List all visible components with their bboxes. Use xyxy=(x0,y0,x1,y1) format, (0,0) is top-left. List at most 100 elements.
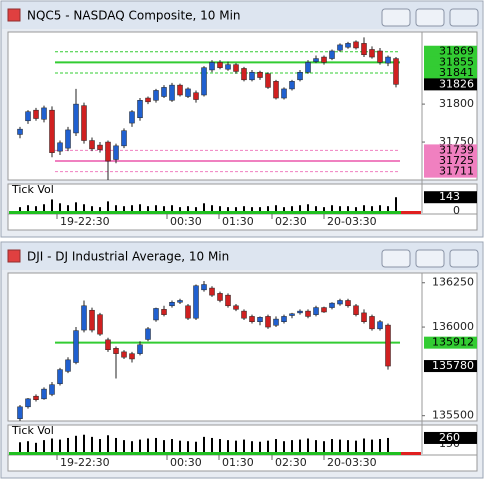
candle-body xyxy=(145,328,151,340)
candle-body xyxy=(377,321,383,330)
candle-body xyxy=(113,145,119,160)
candle-body xyxy=(249,71,255,81)
level-label-box xyxy=(424,144,477,157)
candle-body xyxy=(65,129,71,149)
candle-body xyxy=(73,103,79,134)
candle-body xyxy=(337,44,343,51)
candle-body xyxy=(201,67,207,96)
time-label: 20-03:30 xyxy=(327,456,377,469)
time-label: 20-03:30 xyxy=(327,215,377,228)
candle-body xyxy=(385,324,391,367)
candle-body xyxy=(65,359,71,372)
candle-body xyxy=(17,406,23,419)
candle-body xyxy=(177,84,183,96)
candle-body xyxy=(105,141,111,162)
candle-body xyxy=(161,309,167,315)
candle-body xyxy=(185,88,191,97)
candle-body xyxy=(97,144,103,150)
level-label: 135912 xyxy=(432,336,474,349)
candle-body xyxy=(297,71,303,81)
candle-body xyxy=(89,309,95,331)
candle-body xyxy=(289,313,295,316)
volume-panel xyxy=(7,183,478,215)
close-button[interactable] xyxy=(449,249,479,268)
minimize-button[interactable] xyxy=(381,8,411,27)
candle-body xyxy=(225,64,231,70)
volume-last-label: 143 xyxy=(439,190,460,203)
candle-body xyxy=(145,97,151,103)
candle-body xyxy=(193,285,199,319)
candle-body xyxy=(169,301,175,307)
session-bar-end xyxy=(401,452,421,455)
candle-body xyxy=(265,73,271,88)
level-label: 135780 xyxy=(432,359,474,372)
level-label-box xyxy=(424,155,477,168)
level-label: 31869 xyxy=(439,45,474,58)
candle-body xyxy=(217,62,223,68)
volume-last-box xyxy=(424,431,477,444)
level-label-box xyxy=(424,56,477,69)
time-label: 19-22:30 xyxy=(60,215,110,228)
volume-label: Tick Vol xyxy=(11,183,54,196)
candle-body xyxy=(337,300,343,305)
candle-body xyxy=(153,90,159,101)
candle-body xyxy=(353,41,359,49)
candle-body xyxy=(249,316,255,322)
candle-body xyxy=(265,316,271,328)
candle-body xyxy=(257,71,263,78)
candle-body xyxy=(369,316,375,330)
candle-body xyxy=(129,111,135,124)
candle-body xyxy=(113,348,119,354)
candle-body xyxy=(81,305,87,331)
candle-body xyxy=(185,305,191,319)
candle-body xyxy=(209,287,215,296)
candle-body xyxy=(233,305,239,310)
candle-body xyxy=(313,307,319,315)
level-label: 31841 xyxy=(439,66,474,79)
volume-last-box xyxy=(424,191,477,204)
candle-body xyxy=(321,307,327,313)
candle-body xyxy=(97,314,103,335)
candle-body xyxy=(297,310,303,314)
candle-body xyxy=(329,50,335,59)
app-icon xyxy=(7,249,21,263)
time-label: 19-22:30 xyxy=(60,456,110,469)
candle-body xyxy=(217,293,223,301)
candle-body xyxy=(89,140,95,150)
candle-body xyxy=(129,353,135,360)
price-panel xyxy=(7,272,478,422)
minimize-button[interactable] xyxy=(381,249,411,268)
app-icon xyxy=(7,8,21,22)
level-label: 31826 xyxy=(439,77,474,90)
level-label-box xyxy=(424,78,477,91)
level-label: 31711 xyxy=(439,165,474,178)
restore-button[interactable] xyxy=(415,249,445,268)
candle-body xyxy=(49,109,55,153)
time-label: 01:30 xyxy=(222,215,254,228)
level-label-box xyxy=(424,360,477,373)
candle-body xyxy=(361,312,367,322)
volume-panel xyxy=(7,424,478,456)
candle-body xyxy=(233,64,239,72)
candle-body xyxy=(305,62,311,73)
candle-body xyxy=(241,68,247,81)
y-tick-label: 136000 xyxy=(432,320,474,333)
candle-body xyxy=(177,300,183,303)
candle-body xyxy=(353,305,359,315)
restore-button[interactable] xyxy=(415,8,445,27)
candle-body xyxy=(345,300,351,307)
level-label: 31725 xyxy=(439,154,474,167)
candle-body xyxy=(369,49,375,58)
candle-body xyxy=(33,395,39,400)
candle-body xyxy=(393,58,399,85)
time-label: 01:30 xyxy=(222,456,254,469)
candle-body xyxy=(273,318,279,326)
time-label: 00:30 xyxy=(170,456,202,469)
session-bar-end xyxy=(401,211,421,214)
volume-label: Tick Vol xyxy=(11,424,54,437)
level-label: 31739 xyxy=(439,143,474,156)
candle-body xyxy=(209,62,215,71)
close-button[interactable] xyxy=(449,8,479,27)
candle-body xyxy=(121,130,127,147)
candle-body xyxy=(281,88,287,99)
